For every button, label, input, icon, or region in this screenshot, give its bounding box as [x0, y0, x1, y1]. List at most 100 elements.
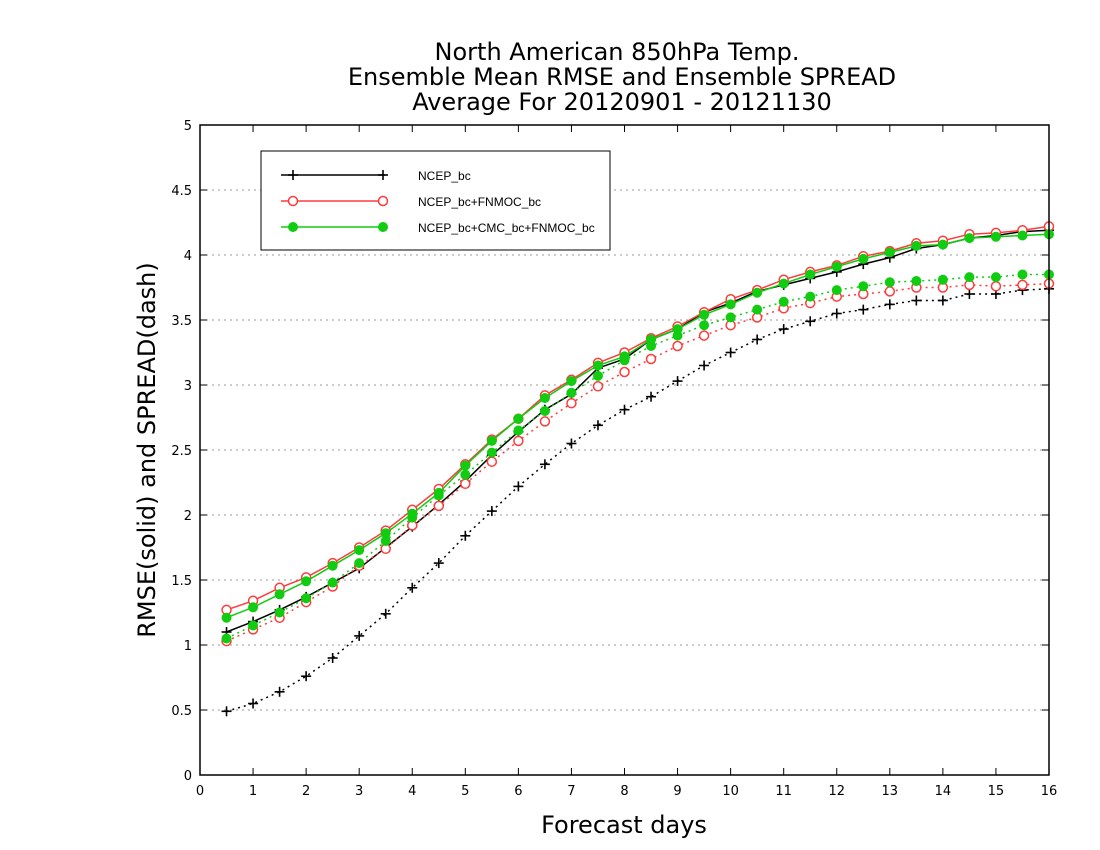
series-2-spread-point [619, 366, 630, 378]
series-3-spread-point [990, 272, 1001, 283]
legend-label: NCEP_bc [418, 169, 471, 183]
series-1-spread-point [725, 347, 736, 358]
series-3-spread-point [778, 296, 789, 307]
legend-items: NCEP_bc NCEP_bc+FNMOC_bc NCEP_bc+CMC_bc+FN… [281, 169, 595, 235]
x-tick-label: 14 [935, 784, 952, 799]
series-3-rmse-point [831, 261, 842, 272]
x-tick-label: 15 [988, 784, 1005, 799]
series-1-spread-point [354, 630, 365, 641]
x-tick-label: 12 [828, 784, 845, 799]
series-3-spread-point [964, 272, 975, 283]
series-1-spread-point [407, 582, 418, 593]
series-1-spread-point [380, 608, 391, 619]
legend-item: NCEP_bc+CMC_bc+FNMOC_bc [281, 221, 595, 235]
series-3-spread-point [566, 387, 577, 398]
y-tick-label: 5 [184, 119, 192, 134]
title-line-3: Average For 20120901 - 20121130 [412, 88, 832, 116]
series-3-spread-point [699, 320, 710, 331]
series-1-spread-point [884, 299, 895, 310]
series-3-rmse-point [513, 413, 524, 424]
series-2-spread-point [539, 416, 551, 427]
series-3-spread-point [884, 277, 895, 288]
series-1-spread-point [805, 316, 816, 327]
series-1-spread-point [327, 653, 338, 663]
series-3-spread-point [752, 304, 763, 315]
series-1-spread-point [778, 324, 789, 335]
series-3-rmse-point [1017, 230, 1028, 241]
y-tick-label: 3.5 [171, 314, 192, 329]
series-1-spread-point [460, 530, 471, 541]
series-3-spread-point [327, 577, 338, 588]
series-2-spread-point [460, 478, 471, 490]
series-1-spread-point [646, 391, 657, 402]
series-3 [221, 229, 1054, 644]
series-1-spread-point [699, 360, 710, 371]
series-3-spread-point [592, 370, 603, 381]
series-3-spread-point [831, 285, 842, 296]
series-3-rmse-point [221, 612, 232, 623]
series-1-spread-point [964, 289, 975, 299]
x-axis-ticks: 0 1 2 3 4 5 6 7 8 9 10 11 12 13 14 15 16 [196, 125, 1057, 799]
series-1 [221, 225, 1054, 717]
series-2-rmse-line [226, 225, 1050, 611]
series-3-rmse-point [699, 309, 710, 320]
series-3-spread-point [301, 593, 312, 604]
series-2 [221, 221, 1055, 647]
series-3-rmse-point [486, 435, 497, 446]
series-1-spread-point [566, 438, 577, 449]
series-2-spread-point [698, 330, 710, 341]
x-tick-label: 4 [408, 784, 416, 799]
series-3-rmse-point [248, 602, 259, 613]
series-3-rmse-point [937, 239, 948, 250]
x-tick-label: 6 [514, 784, 522, 799]
y-tick-label: 3 [184, 379, 192, 394]
legend-marker [378, 170, 388, 180]
series-3-rmse-point [911, 240, 922, 251]
series-3-rmse-point [407, 508, 418, 519]
series-3-rmse-point [778, 278, 789, 289]
y-tick-label: 1.5 [171, 574, 192, 589]
series-3-spread-point [539, 406, 550, 416]
series-1-spread-point [672, 376, 683, 387]
legend-label: NCEP_bc+CMC_bc+FNMOC_bc [418, 221, 595, 235]
series-3-rmse-point [539, 393, 550, 403]
x-tick-label: 1 [249, 784, 257, 799]
series-3-rmse-point [805, 269, 816, 280]
y-tick-label: 0 [184, 769, 192, 784]
series-2-spread-point [513, 435, 524, 447]
series-3-spread-point [911, 276, 922, 286]
series-3-rmse-point [566, 376, 577, 387]
series-3-rmse-point [433, 487, 444, 498]
title-line-1: North American 850hPa Temp. [435, 38, 800, 66]
series-2-spread-line [226, 282, 1050, 642]
y-tick-label: 2 [184, 509, 192, 524]
series-2-spread-point [672, 340, 683, 352]
series-3-rmse-point [327, 560, 338, 571]
series-3-spread-point [937, 274, 948, 285]
series-2-spread-point [433, 500, 445, 512]
series-3-spread-line [226, 273, 1049, 640]
series-3-rmse-point [274, 589, 285, 600]
x-tick-label: 9 [673, 784, 681, 799]
series-1-spread-point [513, 481, 524, 492]
series-2-spread-point [1017, 279, 1028, 291]
x-tick-label: 0 [196, 784, 204, 799]
series-1-spread-point [248, 698, 259, 709]
series-1-rmse-line [226, 229, 1050, 633]
legend-marker [377, 195, 389, 207]
series-3-rmse-point [858, 253, 869, 264]
y-tick-label: 0.5 [171, 704, 192, 719]
series-3-spread-point [725, 312, 736, 323]
series-2-spread-point [486, 456, 498, 467]
gridlines [200, 189, 1049, 711]
series-3-rmse-point [460, 460, 471, 471]
series-1-spread-point [221, 706, 232, 717]
series-3-spread-point [1017, 269, 1028, 280]
series-1-spread-point [937, 295, 948, 306]
chart-title: North American 850hPa Temp. Ensemble Mea… [348, 38, 896, 116]
x-tick-label: 2 [302, 784, 310, 799]
x-tick-label: 10 [722, 784, 739, 799]
legend-item: NCEP_bc+FNMOC_bc [281, 195, 541, 209]
series-3-spread-point [460, 469, 471, 480]
x-tick-label: 16 [1041, 784, 1058, 799]
